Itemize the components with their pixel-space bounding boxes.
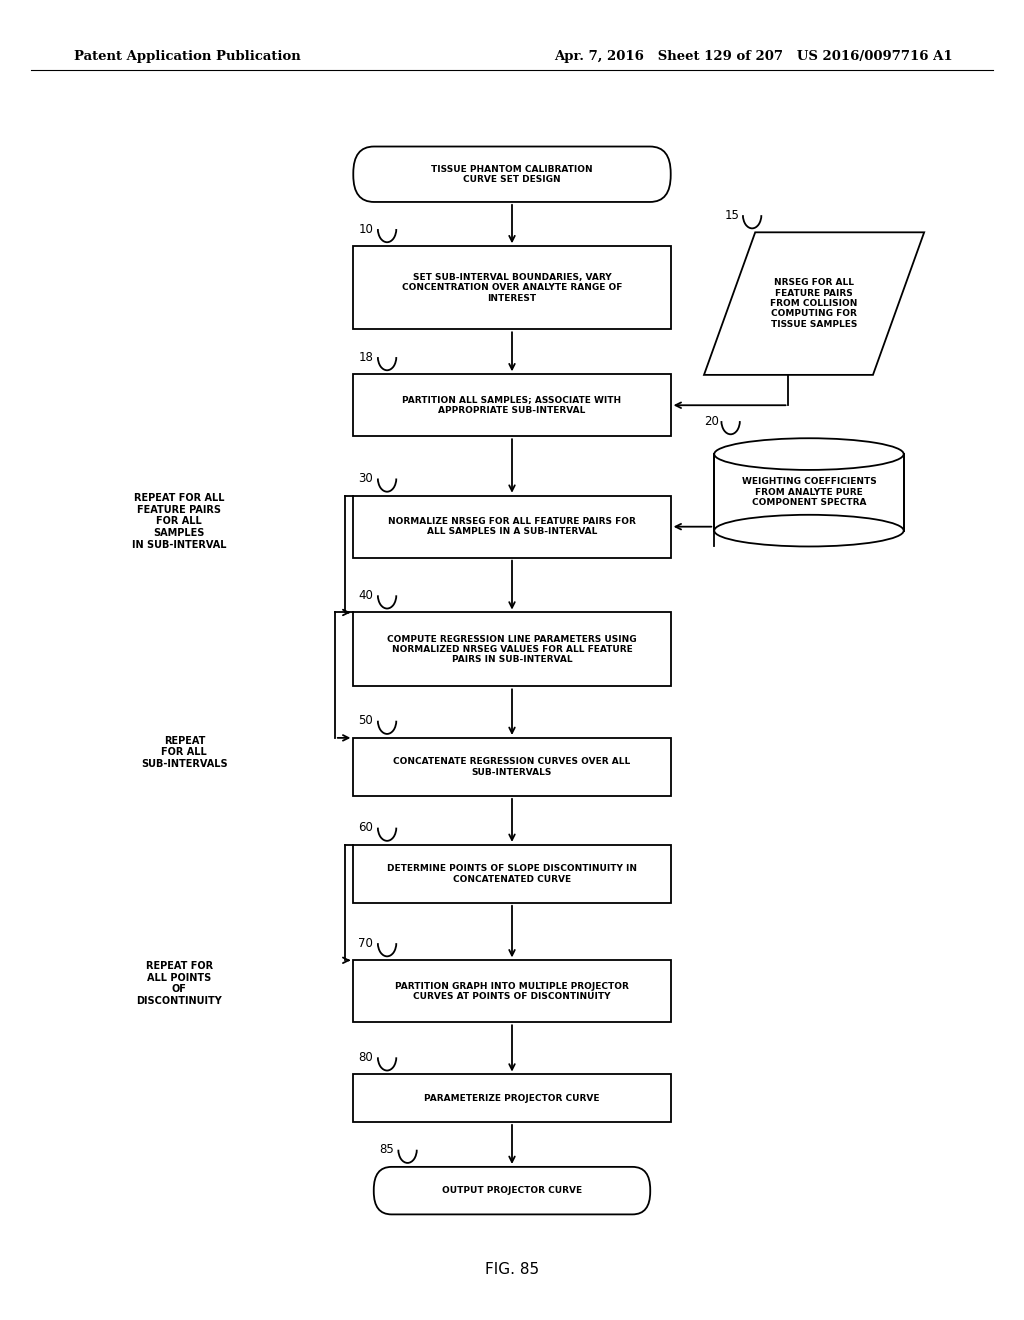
FancyBboxPatch shape	[353, 375, 671, 436]
Text: CONCATENATE REGRESSION CURVES OVER ALL
SUB-INTERVALS: CONCATENATE REGRESSION CURVES OVER ALL S…	[393, 758, 631, 776]
Text: 85: 85	[379, 1143, 393, 1156]
Text: REPEAT FOR
ALL POINTS
OF
DISCONTINUITY: REPEAT FOR ALL POINTS OF DISCONTINUITY	[136, 961, 222, 1006]
Text: 15: 15	[725, 209, 739, 222]
Text: 70: 70	[358, 937, 374, 949]
Text: NORMALIZE NRSEG FOR ALL FEATURE PAIRS FOR
ALL SAMPLES IN A SUB-INTERVAL: NORMALIZE NRSEG FOR ALL FEATURE PAIRS FO…	[388, 517, 636, 536]
Text: PARAMETERIZE PROJECTOR CURVE: PARAMETERIZE PROJECTOR CURVE	[424, 1094, 600, 1102]
Text: 50: 50	[358, 714, 373, 727]
Text: Patent Application Publication: Patent Application Publication	[74, 50, 300, 63]
FancyBboxPatch shape	[353, 246, 671, 329]
FancyBboxPatch shape	[374, 1167, 650, 1214]
Text: FIG. 85: FIG. 85	[485, 1262, 539, 1278]
Polygon shape	[715, 454, 904, 531]
Text: DETERMINE POINTS OF SLOPE DISCONTINUITY IN
CONCATENATED CURVE: DETERMINE POINTS OF SLOPE DISCONTINUITY …	[387, 865, 637, 883]
Text: 40: 40	[358, 589, 374, 602]
Ellipse shape	[715, 438, 904, 470]
Text: 10: 10	[358, 223, 374, 235]
Text: REPEAT FOR ALL
FEATURE PAIRS
FOR ALL
SAMPLES
IN SUB-INTERVAL: REPEAT FOR ALL FEATURE PAIRS FOR ALL SAM…	[132, 494, 226, 549]
Text: COMPUTE REGRESSION LINE PARAMETERS USING
NORMALIZED NRSEG VALUES FOR ALL FEATURE: COMPUTE REGRESSION LINE PARAMETERS USING…	[387, 635, 637, 664]
FancyBboxPatch shape	[353, 612, 671, 686]
FancyBboxPatch shape	[353, 495, 671, 557]
Text: 20: 20	[705, 414, 719, 428]
Text: 80: 80	[358, 1051, 373, 1064]
Text: PARTITION ALL SAMPLES; ASSOCIATE WITH
APPROPRIATE SUB-INTERVAL: PARTITION ALL SAMPLES; ASSOCIATE WITH AP…	[402, 396, 622, 414]
FancyBboxPatch shape	[353, 147, 671, 202]
Text: OUTPUT PROJECTOR CURVE: OUTPUT PROJECTOR CURVE	[442, 1187, 582, 1195]
Text: NRSEG FOR ALL
FEATURE PAIRS
FROM COLLISION
COMPUTING FOR
TISSUE SAMPLES: NRSEG FOR ALL FEATURE PAIRS FROM COLLISI…	[770, 279, 858, 329]
Text: WEIGHTING COEFFICIENTS
FROM ANALYTE PURE
COMPONENT SPECTRA: WEIGHTING COEFFICIENTS FROM ANALYTE PURE…	[741, 478, 877, 507]
Text: 30: 30	[358, 473, 373, 484]
Ellipse shape	[715, 515, 904, 546]
Text: TISSUE PHANTOM CALIBRATION
CURVE SET DESIGN: TISSUE PHANTOM CALIBRATION CURVE SET DES…	[431, 165, 593, 183]
FancyBboxPatch shape	[353, 738, 671, 796]
Text: Apr. 7, 2016   Sheet 129 of 207   US 2016/0097716 A1: Apr. 7, 2016 Sheet 129 of 207 US 2016/00…	[554, 50, 952, 63]
Polygon shape	[705, 232, 925, 375]
Text: SET SUB-INTERVAL BOUNDARIES, VARY
CONCENTRATION OVER ANALYTE RANGE OF
INTEREST: SET SUB-INTERVAL BOUNDARIES, VARY CONCEN…	[401, 273, 623, 302]
Text: REPEAT
FOR ALL
SUB-INTERVALS: REPEAT FOR ALL SUB-INTERVALS	[141, 735, 227, 770]
FancyBboxPatch shape	[353, 845, 671, 903]
Text: 60: 60	[358, 821, 374, 834]
Text: 18: 18	[358, 351, 374, 363]
FancyBboxPatch shape	[353, 1074, 671, 1122]
Text: PARTITION GRAPH INTO MULTIPLE PROJECTOR
CURVES AT POINTS OF DISCONTINUITY: PARTITION GRAPH INTO MULTIPLE PROJECTOR …	[395, 982, 629, 1001]
FancyBboxPatch shape	[353, 961, 671, 1022]
